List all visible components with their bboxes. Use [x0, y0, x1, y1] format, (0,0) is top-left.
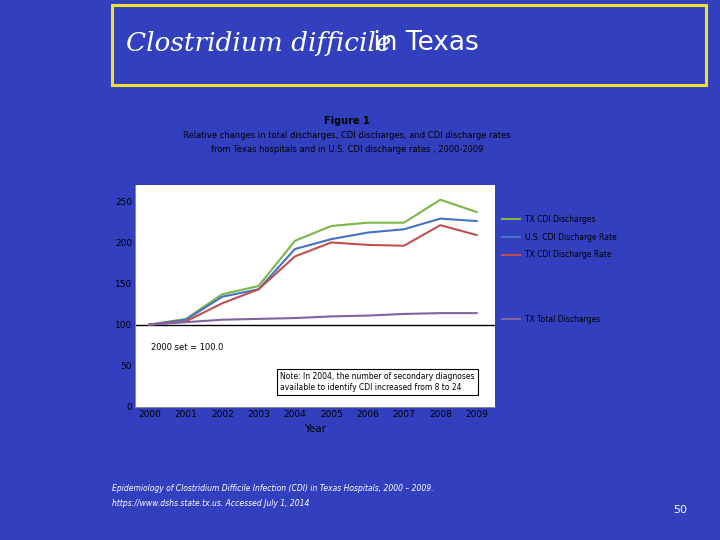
- Text: Relative changes in total discharges, CDI discharges, and CDI discharge rates: Relative changes in total discharges, CD…: [183, 131, 510, 140]
- Text: U.S. CDI Discharge Rate: U.S. CDI Discharge Rate: [525, 233, 617, 241]
- X-axis label: Year: Year: [304, 424, 326, 434]
- Text: 50: 50: [674, 505, 688, 515]
- Text: Clostridium difficile: Clostridium difficile: [126, 31, 392, 56]
- Text: TX Total Discharges: TX Total Discharges: [525, 315, 600, 323]
- Text: from Texas hospitals and in U.S. CDI discharge rates , 2000-2009: from Texas hospitals and in U.S. CDI dis…: [211, 145, 483, 154]
- Text: in Texas: in Texas: [365, 30, 479, 56]
- Text: TX CDI Discharges: TX CDI Discharges: [525, 215, 595, 224]
- Text: https://www.dshs.state.tx.us. Accessed July 1, 2014: https://www.dshs.state.tx.us. Accessed J…: [112, 499, 309, 508]
- Text: 2000 set = 100.0: 2000 set = 100.0: [151, 343, 224, 352]
- Text: Epidemiology of Clostridium Difficile Infection (CDI) in Texas Hospitals, 2000 –: Epidemiology of Clostridium Difficile In…: [112, 484, 433, 493]
- Text: Note: In 2004, the number of secondary diagnoses
available to identify CDI incre: Note: In 2004, the number of secondary d…: [280, 373, 475, 392]
- Text: Figure 1: Figure 1: [324, 117, 370, 126]
- Text: TX CDI Discharge Rate: TX CDI Discharge Rate: [525, 251, 612, 259]
